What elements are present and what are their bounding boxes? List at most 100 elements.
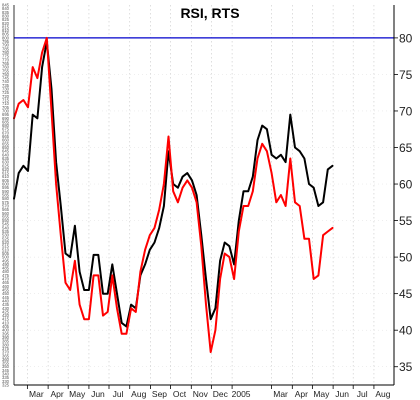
micro-tick-label: 405 — [2, 324, 10, 329]
x-tick-label: May — [313, 389, 330, 399]
micro-tick-label: 330 — [2, 379, 10, 384]
y-tick-label: 60 — [399, 178, 413, 192]
micro-tick-label: 480 — [2, 269, 10, 274]
micro-tick-label: 455 — [2, 288, 10, 293]
x-tick-label: Dec — [213, 389, 229, 399]
micro-tick-label: 605 — [2, 178, 10, 183]
micro-tick-label: 680 — [2, 123, 10, 128]
micro-tick-label: 765 — [2, 61, 10, 66]
micro-tick-label: 725 — [2, 90, 10, 95]
micro-tick-label: 785 — [2, 46, 10, 51]
micro-tick-label: 545 — [2, 222, 10, 227]
micro-tick-label: 670 — [2, 130, 10, 135]
x-tick-label: Jun — [91, 389, 105, 399]
x-tick-label: Sep — [152, 389, 167, 399]
micro-tick-label: 630 — [2, 160, 10, 165]
micro-tick-label: 390 — [2, 335, 10, 340]
micro-tick-label: 610 — [2, 174, 10, 179]
micro-tick-label: 485 — [2, 266, 10, 271]
micro-tick-label: 740 — [2, 79, 10, 84]
series-line-red — [13, 36, 334, 354]
micro-tick-label: 535 — [2, 229, 10, 234]
micro-tick-label: 380 — [2, 342, 10, 347]
y-tick-label: 65 — [399, 141, 413, 155]
micro-tick-label: 440 — [2, 298, 10, 303]
x-tick-label: Jul — [357, 389, 368, 399]
micro-tick-label: 505 — [2, 251, 10, 256]
micro-tick-label: 435 — [2, 302, 10, 307]
micro-tick-label: 515 — [2, 244, 10, 249]
y-axis-ticks: 35 40 45 50 55 60 65 70 75 80 — [394, 31, 413, 374]
micro-tick-label: 590 — [2, 189, 10, 194]
x-tick-label: Mar — [273, 389, 288, 399]
micro-tick-label: 555 — [2, 214, 10, 219]
x-tick-label: Oct — [173, 389, 187, 399]
micro-tick-label: 370 — [2, 350, 10, 355]
micro-tick-label: 325 — [2, 383, 10, 388]
plot-frame — [13, 5, 395, 386]
x-tick-label: Aug — [375, 389, 390, 399]
micro-tick-label: 615 — [2, 171, 10, 176]
micro-tick-label: 550 — [2, 218, 10, 223]
micro-tick-label: 365 — [2, 353, 10, 358]
micro-tick-label: 715 — [2, 98, 10, 103]
micro-tick-label: 810 — [2, 28, 10, 33]
micro-tick-label: 645 — [2, 149, 10, 154]
micro-tick-label: 570 — [2, 203, 10, 208]
x-tick-label: Jul — [113, 389, 124, 399]
chart-title: RSI, RTS — [180, 5, 239, 21]
micro-tick-label: 835 — [2, 10, 10, 15]
x-tick-label: Mar — [29, 389, 44, 399]
micro-tick-label: 690 — [2, 116, 10, 121]
micro-tick-label: 360 — [2, 357, 10, 362]
micro-tick-label: 760 — [2, 65, 10, 70]
micro-tick-label: 805 — [2, 32, 10, 37]
micro-tick-label: 710 — [2, 101, 10, 106]
micro-tick-label: 490 — [2, 262, 10, 267]
y-tick-label: 70 — [399, 104, 413, 118]
micro-tick-label: 720 — [2, 94, 10, 99]
micro-tick-label: 640 — [2, 152, 10, 157]
micro-tick-label: 620 — [2, 167, 10, 172]
micro-tick-label: 350 — [2, 364, 10, 369]
series-layer — [13, 36, 334, 354]
x-tick-label: Jun — [335, 389, 349, 399]
y-tick-label: 80 — [399, 31, 413, 45]
micro-tick-label: 410 — [2, 320, 10, 325]
micro-tick-label: 600 — [2, 182, 10, 187]
micro-tick-label: 750 — [2, 72, 10, 77]
micro-tick-label: 335 — [2, 375, 10, 380]
micro-tick-label: 790 — [2, 43, 10, 48]
micro-tick-label: 820 — [2, 21, 10, 26]
micro-tick-label: 775 — [2, 54, 10, 59]
micro-tick-label: 825 — [2, 17, 10, 22]
micro-tick-label: 660 — [2, 138, 10, 143]
micro-tick-label: 400 — [2, 328, 10, 333]
micro-tick-label: 525 — [2, 236, 10, 241]
micro-tick-label: 695 — [2, 112, 10, 117]
micro-tick-label: 780 — [2, 50, 10, 55]
micro-tick-label: 345 — [2, 368, 10, 373]
micro-tick-label: 665 — [2, 134, 10, 139]
left-axis-micro-labels: 3253303353403453503553603653703753803853… — [2, 3, 10, 388]
micro-tick-label: 675 — [2, 127, 10, 132]
micro-tick-label: 500 — [2, 255, 10, 260]
x-tick-label: Apr — [295, 389, 308, 399]
micro-tick-label: 530 — [2, 233, 10, 238]
micro-tick-label: 635 — [2, 156, 10, 161]
x-tick-label: Nov — [193, 389, 209, 399]
vertical-gridlines — [27, 5, 375, 385]
micro-tick-label: 705 — [2, 105, 10, 110]
y-tick-label: 75 — [399, 68, 413, 82]
micro-tick-label: 445 — [2, 295, 10, 300]
micro-tick-label: 845 — [2, 3, 10, 8]
micro-tick-label: 385 — [2, 339, 10, 344]
micro-tick-label: 735 — [2, 83, 10, 88]
y-tick-label: 35 — [399, 360, 413, 374]
micro-tick-label: 420 — [2, 313, 10, 318]
y-tick-label: 40 — [399, 324, 413, 338]
micro-tick-label: 475 — [2, 273, 10, 278]
micro-tick-label: 450 — [2, 291, 10, 296]
